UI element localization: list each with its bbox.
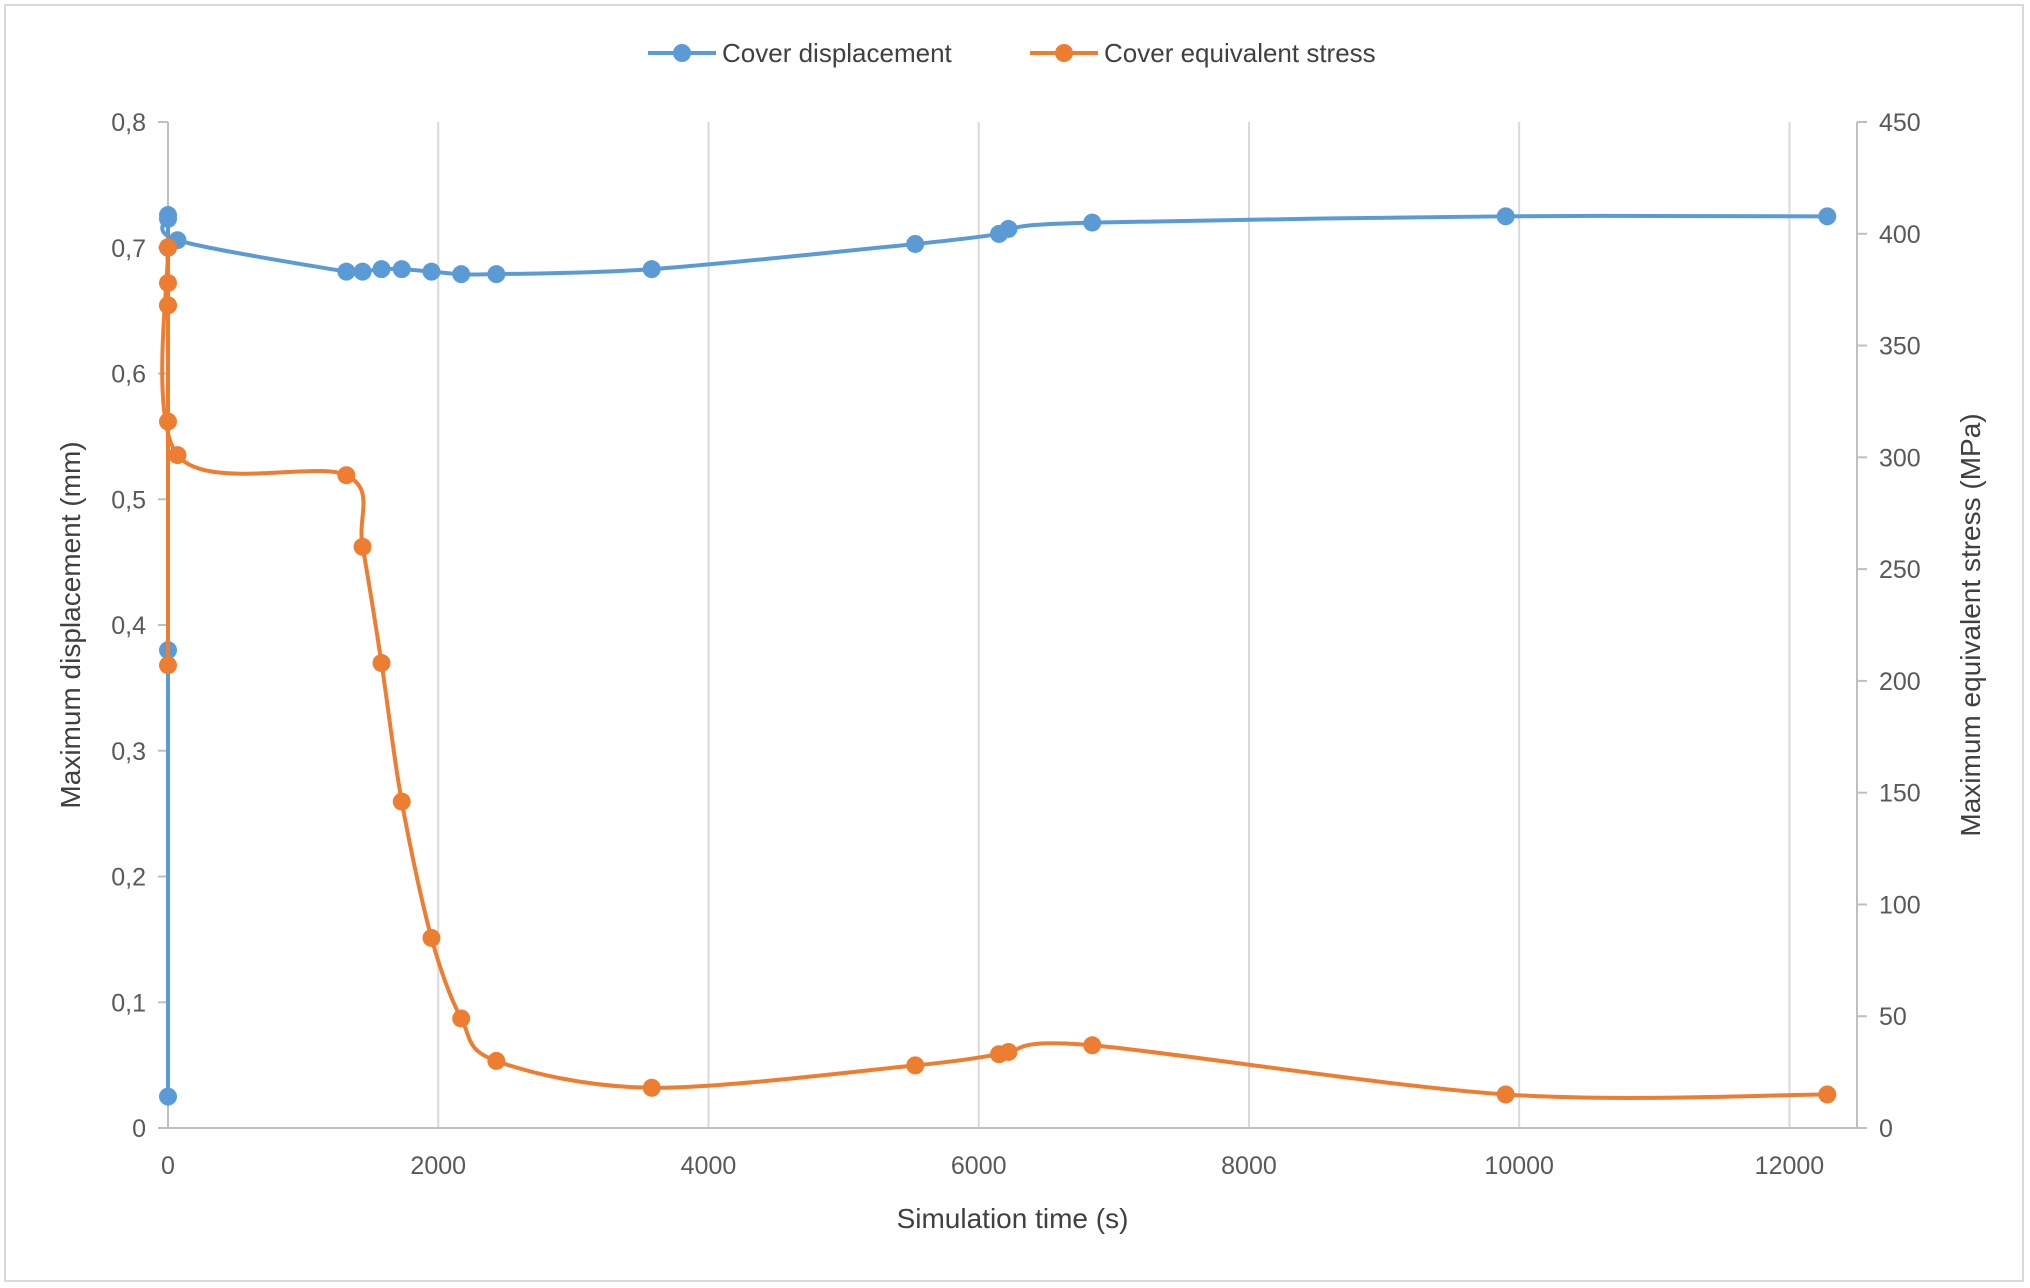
legend-label-cover-displacement: Cover displacement — [722, 38, 953, 68]
x-tick-label: 4000 — [681, 1152, 737, 1180]
data-point-cover-displacement — [1818, 207, 1837, 226]
y-right-tick-label: 400 — [1879, 221, 1921, 249]
series-line-cover-equivalent-stress — [160, 237, 1828, 1100]
y-right-tick-label: 150 — [1879, 780, 1921, 808]
axis-titles: Simulation time (s) Maximum displacement … — [55, 413, 1986, 1234]
data-point-cover-displacement — [353, 262, 372, 281]
y-left-tick-label: 0,3 — [111, 738, 146, 766]
data-point-cover-equivalent-stress — [159, 296, 177, 315]
y-left-tick-label: 0 — [132, 1115, 146, 1143]
data-point-cover-displacement — [487, 265, 506, 284]
y-right-tick-label: 200 — [1879, 668, 1921, 696]
data-point-cover-displacement — [159, 206, 177, 225]
data-point-cover-equivalent-stress — [337, 466, 356, 485]
data-point-cover-equivalent-stress — [906, 1056, 925, 1075]
y-left-tick-label: 0,5 — [111, 486, 146, 514]
data-point-cover-equivalent-stress — [999, 1042, 1018, 1061]
series-line-cover-displacement — [160, 207, 1828, 1097]
y-axis-right-title: Maximum equivalent stress (MPa) — [1955, 413, 1986, 836]
y-left-tick-label: 0,8 — [111, 109, 146, 137]
data-point-cover-displacement — [422, 262, 441, 281]
data-point-cover-displacement — [642, 260, 661, 279]
x-tick-label: 10000 — [1484, 1152, 1554, 1180]
data-point-cover-equivalent-stress — [422, 928, 441, 947]
data-point-cover-equivalent-stress — [159, 656, 177, 675]
data-point-cover-equivalent-stress — [392, 792, 411, 811]
y-right-tick-label: 350 — [1879, 333, 1921, 361]
data-point-cover-displacement — [1083, 213, 1102, 232]
data-point-cover-displacement — [392, 260, 411, 279]
y-left-tick-label: 0,6 — [111, 361, 146, 389]
data-point-cover-displacement — [452, 265, 471, 284]
x-tick-label: 8000 — [1221, 1152, 1277, 1180]
axes: 0 2000 4000 6000 8000 10000 1200000,10,20,30,4… — [111, 109, 1920, 1180]
legend-marker-cover-equivalent-stress — [1055, 44, 1073, 62]
data-point-cover-equivalent-stress — [353, 537, 372, 556]
data-point-cover-displacement — [337, 262, 356, 281]
data-point-cover-equivalent-stress — [1818, 1085, 1837, 1104]
data-point-cover-displacement — [1496, 207, 1515, 226]
data-point-cover-equivalent-stress — [159, 238, 177, 257]
data-point-cover-equivalent-stress — [1083, 1036, 1102, 1055]
data-point-cover-equivalent-stress — [159, 412, 177, 431]
y-right-tick-label: 100 — [1879, 891, 1921, 919]
data-point-cover-equivalent-stress — [487, 1051, 506, 1070]
data-point-cover-displacement — [906, 234, 925, 253]
y-axis-left-title: Maximum displacement (mm) — [55, 441, 86, 808]
y-right-tick-label: 300 — [1879, 444, 1921, 472]
y-left-tick-label: 0,4 — [111, 612, 146, 640]
y-left-tick-label: 0,7 — [111, 235, 146, 263]
grid-lines — [167, 122, 1791, 1128]
x-tick-label: 6000 — [951, 1152, 1007, 1180]
legend: Cover displacement Cover equivalent stres… — [648, 38, 1376, 68]
data-point-cover-equivalent-stress — [642, 1078, 661, 1097]
x-tick-label: 0 — [161, 1152, 175, 1180]
x-tick-label: 12000 — [1755, 1152, 1825, 1180]
y-left-tick-label: 0,1 — [111, 989, 146, 1017]
legend-marker-cover-displacement — [673, 44, 691, 62]
x-axis-title: Simulation time (s) — [897, 1203, 1129, 1234]
data-point-cover-equivalent-stress — [372, 654, 391, 673]
y-left-tick-label: 0,2 — [111, 864, 146, 892]
data-point-cover-equivalent-stress — [159, 273, 177, 292]
x-tick-label: 2000 — [410, 1152, 466, 1180]
data-point-cover-displacement — [999, 219, 1018, 238]
y-right-tick-label: 450 — [1879, 109, 1921, 137]
y-right-tick-label: 250 — [1879, 556, 1921, 584]
data-point-cover-displacement — [159, 1087, 177, 1106]
data-point-cover-equivalent-stress — [168, 446, 187, 465]
series-lines — [159, 206, 1837, 1106]
data-point-cover-equivalent-stress — [452, 1009, 471, 1028]
data-point-cover-equivalent-stress — [1496, 1085, 1515, 1104]
y-right-tick-label: 0 — [1879, 1115, 1893, 1143]
y-right-tick-label: 50 — [1879, 1003, 1907, 1031]
data-point-cover-displacement — [372, 260, 391, 279]
legend-label-cover-equivalent-stress: Cover equivalent stress — [1104, 38, 1376, 68]
